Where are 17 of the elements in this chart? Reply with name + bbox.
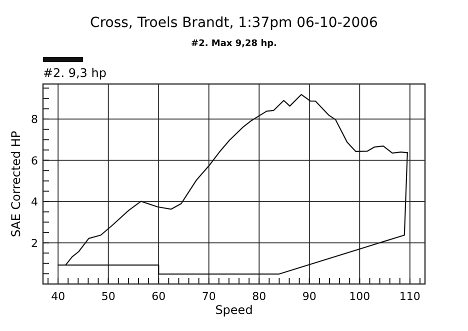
x-axis-title: Speed [215, 303, 253, 317]
y-tick-label: 8 [31, 113, 38, 126]
x-tick-label: 40 [51, 290, 66, 303]
x-tick-label: 80 [252, 290, 266, 303]
x-tick-label: 90 [302, 290, 316, 303]
y-tick-label: 6 [31, 154, 38, 168]
x-tick-label: 110 [399, 290, 420, 303]
x-tick-label: 60 [152, 290, 166, 303]
chart-subtitle: #2. Max 9,28 hp. [191, 39, 277, 49]
x-tick-label: 50 [101, 290, 116, 303]
y-tick-label: 4 [31, 196, 38, 209]
x-tick-label: 100 [349, 290, 370, 303]
legend-label: #2. 9,3 hp [43, 66, 106, 80]
x-tick-label: 70 [202, 290, 216, 303]
chart-title: Cross, Troels Brandt, 1:37pm 06-10-2006 [90, 15, 378, 31]
y-axis-title: SAE Corrected HP [9, 130, 23, 238]
y-tick-label: 2 [31, 236, 38, 250]
